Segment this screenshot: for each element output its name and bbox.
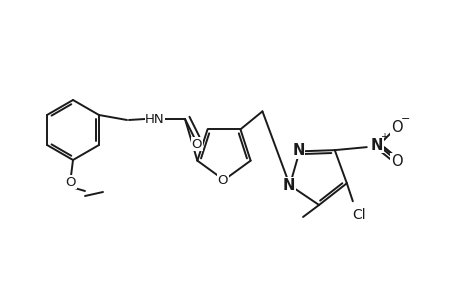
Text: Cl: Cl	[351, 208, 365, 222]
Text: N: N	[292, 143, 304, 158]
Text: O: O	[390, 120, 402, 135]
Text: O: O	[66, 176, 76, 188]
Text: O: O	[191, 137, 202, 151]
Text: N: N	[370, 138, 382, 153]
Text: +: +	[379, 132, 387, 142]
Text: O: O	[217, 173, 228, 187]
Text: −: −	[400, 114, 409, 124]
Text: O: O	[390, 154, 402, 169]
Text: HN: HN	[145, 112, 164, 125]
Text: N: N	[282, 178, 294, 193]
